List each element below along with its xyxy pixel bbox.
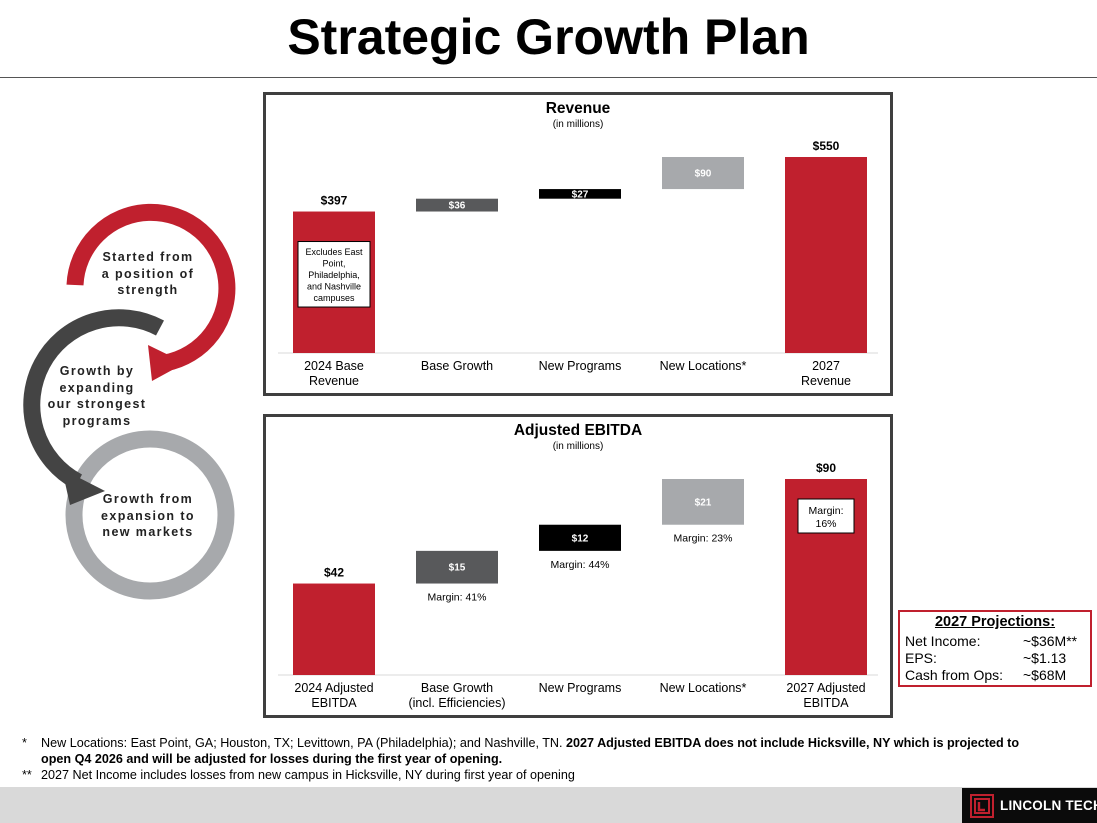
callout-text: Point, bbox=[322, 259, 345, 269]
bar-value-label: $36 bbox=[449, 201, 466, 212]
category-label: Base Growth bbox=[421, 359, 493, 373]
callout-text: Excludes East bbox=[305, 247, 363, 257]
chart-subtitle: (in millions) bbox=[553, 119, 604, 130]
cycle-arrowhead-strength bbox=[148, 345, 185, 381]
category-label: 2027 bbox=[812, 359, 840, 373]
callout-box bbox=[797, 498, 855, 534]
category-label: 2024 Base bbox=[304, 359, 364, 373]
bar-value-label: $397 bbox=[321, 194, 348, 208]
category-label: EBITDA bbox=[311, 696, 357, 710]
category-label: (incl. Efficiencies) bbox=[408, 696, 505, 710]
footnote-marker: ** bbox=[22, 768, 32, 782]
footnote-new-locations: * New Locations: East Point, GA; Houston… bbox=[22, 735, 1022, 767]
bar-value-label: $90 bbox=[816, 461, 836, 475]
margin-label: Margin: 23% bbox=[674, 533, 733, 545]
margin-label: Margin: 41% bbox=[428, 592, 487, 604]
bar-5 bbox=[785, 157, 867, 353]
projections-title: 2027 Projections: bbox=[934, 614, 1056, 630]
cycle-arc-expanding bbox=[23, 309, 164, 490]
margin-label: Margin: 44% bbox=[551, 559, 610, 571]
cycle-label-new-markets: Growth from expansion to new markets bbox=[101, 492, 195, 539]
bar-2 bbox=[416, 198, 498, 212]
footnote-net-income: ** 2027 Net Income includes losses from … bbox=[22, 767, 1022, 783]
bar-3 bbox=[539, 189, 621, 199]
category-label: Base Growth bbox=[421, 681, 493, 695]
logo-text: LINCOLN TECHTM bbox=[1000, 798, 1097, 813]
bar-value-label: $21 bbox=[695, 497, 712, 508]
bar-4 bbox=[662, 479, 744, 525]
revenue-chart-panel: Revenue (in millions) $397 2024 Base Revenue… bbox=[263, 92, 893, 396]
bar-3 bbox=[539, 524, 621, 551]
footer-band bbox=[0, 787, 1097, 823]
projections-box: 2027 Projections: Net Income: ~$36M** EP… bbox=[898, 610, 1092, 687]
callout-text: Philadelphia, bbox=[308, 270, 360, 280]
title-divider bbox=[0, 77, 1097, 78]
lincoln-tech-logo-icon bbox=[970, 794, 994, 818]
footnote-text: New Locations: East Point, GA; Houston, … bbox=[41, 736, 567, 750]
bar-value-label: $15 bbox=[449, 563, 466, 574]
growth-cycle-diagram: Started from a position of strength Grow… bbox=[0, 195, 250, 605]
bar-4 bbox=[662, 157, 744, 190]
cycle-arc-strength bbox=[66, 203, 236, 372]
bar-value-label: $42 bbox=[324, 566, 344, 580]
category-label: New Locations* bbox=[660, 681, 747, 695]
bar-value-label: $550 bbox=[813, 139, 840, 153]
projection-value: ~$36M** bbox=[1023, 633, 1078, 649]
projection-value: ~$68M bbox=[1023, 667, 1067, 683]
cycle-arrowhead-expanding bbox=[62, 469, 105, 505]
page-title: Strategic Growth Plan bbox=[287, 9, 810, 65]
footnote-text: 2027 Net Income includes losses from new… bbox=[41, 768, 575, 782]
category-label: 2024 Adjusted bbox=[294, 681, 373, 695]
footnotes: * New Locations: East Point, GA; Houston… bbox=[22, 735, 1022, 783]
lincoln-tech-logo: LINCOLN TECHTM bbox=[962, 788, 1097, 823]
footnote-bold-text: 2027 Adjusted EBITDA does not include Hi… bbox=[41, 736, 1020, 766]
callout-text: 16% bbox=[815, 518, 836, 530]
bar-value-label: $90 bbox=[695, 169, 712, 180]
cycle-ring-new-markets bbox=[65, 430, 235, 600]
callout-text: campuses bbox=[313, 293, 355, 303]
bar-2 bbox=[416, 550, 498, 584]
callout-text: Margin: bbox=[808, 505, 843, 517]
chart-subtitle: (in millions) bbox=[553, 441, 604, 452]
category-label: New Programs bbox=[539, 681, 622, 695]
category-label: Revenue bbox=[801, 374, 851, 388]
projection-label: EPS: bbox=[905, 650, 937, 666]
callout-box bbox=[297, 241, 371, 308]
category-label: EBITDA bbox=[803, 696, 849, 710]
category-label: New Locations* bbox=[660, 359, 747, 373]
bar-value-label: $12 bbox=[572, 533, 589, 544]
ebitda-chart: Adjusted EBITDA (in millions) $42 2024 Adju… bbox=[278, 422, 878, 710]
projection-label: Net Income: bbox=[905, 633, 981, 649]
projection-value: ~$1.13 bbox=[1023, 650, 1067, 666]
category-label: New Programs bbox=[539, 359, 622, 373]
category-label: Revenue bbox=[309, 374, 359, 388]
bar-1 bbox=[293, 583, 375, 675]
projection-label: Cash from Ops: bbox=[905, 667, 1004, 683]
footnote-marker: * bbox=[22, 736, 27, 750]
category-label: 2027 Adjusted bbox=[786, 681, 865, 695]
chart-title: Adjusted EBITDA bbox=[514, 422, 642, 439]
ebitda-chart-panel: Adjusted EBITDA (in millions) $42 2024 Adju… bbox=[263, 414, 893, 718]
chart-title: Revenue bbox=[546, 100, 611, 117]
cycle-arrows bbox=[23, 203, 236, 600]
cycle-label-expanding: Growth by expanding our strongest progra… bbox=[47, 364, 147, 428]
bar-value-label: $27 bbox=[572, 189, 589, 200]
callout-text: and Nashville bbox=[307, 282, 361, 292]
cycle-label-strength: Started from a position of strength bbox=[101, 250, 195, 297]
